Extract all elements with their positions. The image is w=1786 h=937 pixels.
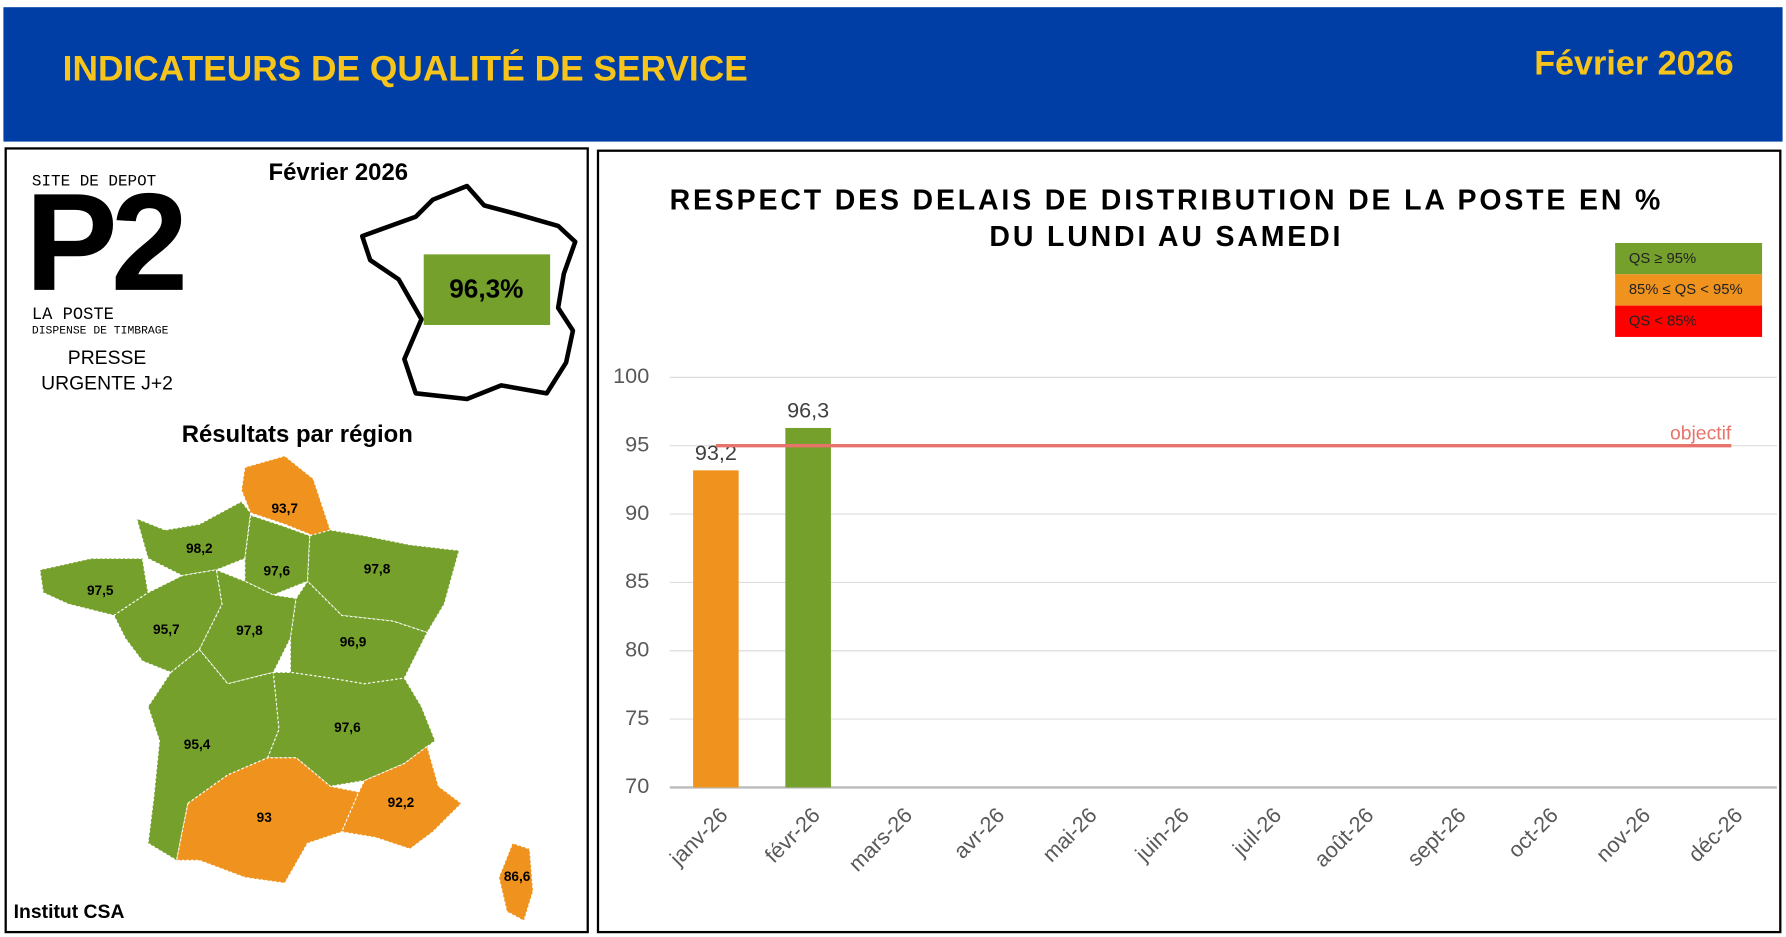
stamp-code: P2 xyxy=(25,165,183,320)
x-tick-label: déc-26 xyxy=(1683,802,1747,866)
x-tick-label: mai-26 xyxy=(1037,802,1101,866)
region-label: 97,5 xyxy=(87,583,114,598)
region-shape xyxy=(198,568,297,685)
regions-title: Résultats par région xyxy=(182,421,413,448)
stamp-note: DISPENSE DE TIMBRAGE xyxy=(32,326,169,338)
x-tick-label: janv-26 xyxy=(664,802,733,871)
target-label: objectif xyxy=(1670,422,1732,444)
region-label: 95,4 xyxy=(184,737,211,752)
bar xyxy=(693,470,739,788)
y-tick-label: 90 xyxy=(625,500,649,525)
x-tick-label: juil-26 xyxy=(1227,802,1286,861)
region-shape xyxy=(306,529,460,634)
region-shape xyxy=(498,842,534,922)
y-tick-label: 80 xyxy=(625,636,649,661)
region-label: 97,8 xyxy=(364,561,391,576)
region-label: 86,6 xyxy=(504,869,531,884)
region-label: 97,6 xyxy=(334,720,361,735)
value-label: 93,2 xyxy=(695,440,737,465)
national-value: 96,3% xyxy=(449,274,523,304)
y-tick-label: 70 xyxy=(625,773,649,798)
x-tick-label: févr-26 xyxy=(760,802,825,867)
region-label: 93 xyxy=(257,810,273,825)
region-shape xyxy=(135,500,252,577)
region-shape xyxy=(340,745,463,850)
chart-panel xyxy=(596,149,1782,934)
legend-label: 85% ≤ QS < 95% xyxy=(1629,282,1743,298)
source: Institut CSA xyxy=(14,901,125,923)
region-label: 97,6 xyxy=(263,564,290,579)
chart: 70 75 80 85 90 95 100 93,2 janv-26 96,3 févr-26 mar… xyxy=(613,242,1777,876)
product-line: PRESSE xyxy=(68,347,147,369)
region-label: 96,9 xyxy=(340,634,367,649)
left-period: Février 2026 xyxy=(269,159,409,186)
legend-swatch xyxy=(1615,242,1763,275)
region-map: 93,7 98,2 97,6 97,8 97,5 95,7 97,8 96,9 95,4 97,6… xyxy=(39,455,534,922)
region-shape xyxy=(39,557,149,617)
y-tick-label: 95 xyxy=(625,431,649,456)
chart-title: DU LUNDI AU SAMEDI xyxy=(989,221,1343,253)
x-tick-label: août-26 xyxy=(1309,802,1379,872)
header-title: INDICATEURS DE QUALITÉ DE SERVICE xyxy=(63,48,748,88)
x-tick-label: oct-26 xyxy=(1503,802,1563,862)
left-panel xyxy=(4,147,589,934)
national-box xyxy=(423,254,551,325)
region-label: 92,2 xyxy=(388,795,415,810)
legend-label: QS < 85% xyxy=(1629,313,1697,329)
stamp-brand: LA POSTE xyxy=(32,306,114,325)
x-tick-label: juin-26 xyxy=(1130,802,1194,866)
region-shape xyxy=(289,580,428,685)
y-tick-label: 75 xyxy=(625,705,649,730)
y-tick-label: 100 xyxy=(613,363,649,388)
legend-swatch xyxy=(1615,274,1763,306)
header-band xyxy=(3,7,1783,142)
legend-swatch xyxy=(1615,305,1763,337)
x-tick-label: mars-26 xyxy=(843,802,917,876)
region-label: 93,7 xyxy=(271,501,298,516)
x-tick-label: avr-26 xyxy=(948,802,1009,863)
region-label: 95,7 xyxy=(153,622,180,637)
region-shape xyxy=(240,455,332,537)
value-label: 96,3 xyxy=(787,398,829,423)
header-period: Février 2026 xyxy=(1534,44,1733,82)
chart-title: RESPECT DES DELAIS DE DISTRIBUTION DE LA… xyxy=(670,184,1664,216)
region-label: 98,2 xyxy=(186,541,213,556)
x-tick-label: nov-26 xyxy=(1591,802,1655,866)
region-shape xyxy=(244,514,311,596)
legend-label: QS ≥ 95% xyxy=(1629,251,1696,267)
region-shape xyxy=(266,671,436,787)
stamp-top: SITE DE DEPOT xyxy=(32,173,156,191)
x-tick-label: sept-26 xyxy=(1402,802,1471,871)
region-label: 97,8 xyxy=(236,623,263,638)
product-line: URGENTE J+2 xyxy=(41,372,173,394)
bar xyxy=(785,427,831,788)
y-tick-label: 85 xyxy=(625,568,649,593)
